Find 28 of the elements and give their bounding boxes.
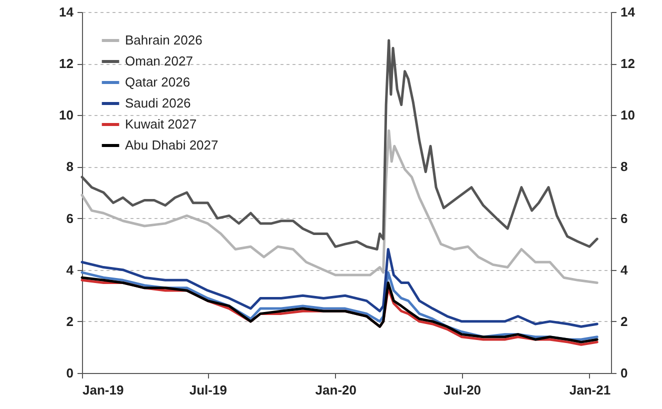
- y-tick-label: 6: [66, 210, 74, 226]
- x-tick-label: Jul-20: [443, 382, 482, 398]
- x-tick-label: Jan-19: [82, 382, 124, 398]
- y-tick-label: 2: [66, 314, 74, 329]
- legend-label: Bahrain 2026: [125, 32, 202, 48]
- y-tick-label: 8: [66, 159, 74, 174]
- y2-tick-label: 12: [620, 56, 635, 72]
- y-tick-label: 12: [59, 56, 74, 72]
- legend-label: Kuwait 2027: [125, 116, 197, 132]
- legend-label: Qatar 2026: [125, 74, 190, 90]
- legend-label: Saudi 2026: [125, 96, 191, 110]
- y2-tick-label: 2: [620, 314, 628, 329]
- y2-tick-label: 10: [620, 108, 635, 123]
- y-tick-label: 10: [59, 108, 74, 123]
- x-tick-label: Jul-19: [189, 382, 227, 398]
- y2-tick-label: 6: [620, 210, 628, 226]
- legend-label: Abu Dhabi 2027: [125, 138, 218, 152]
- y-tick-label: 14: [59, 4, 74, 20]
- y2-tick-label: 4: [620, 262, 628, 278]
- x-tick-label: Jan-20: [315, 382, 356, 398]
- y-tick-label: 4: [66, 262, 74, 278]
- y2-tick-label: 8: [620, 159, 628, 174]
- y2-tick-label: 0: [620, 366, 628, 380]
- y-tick-label: 0: [66, 366, 74, 380]
- line-series: [80, 248, 598, 328]
- x-tick-label: Jan-21: [569, 382, 611, 398]
- legend-label: Oman 2027: [125, 54, 193, 68]
- y2-tick-label: 14: [620, 4, 636, 20]
